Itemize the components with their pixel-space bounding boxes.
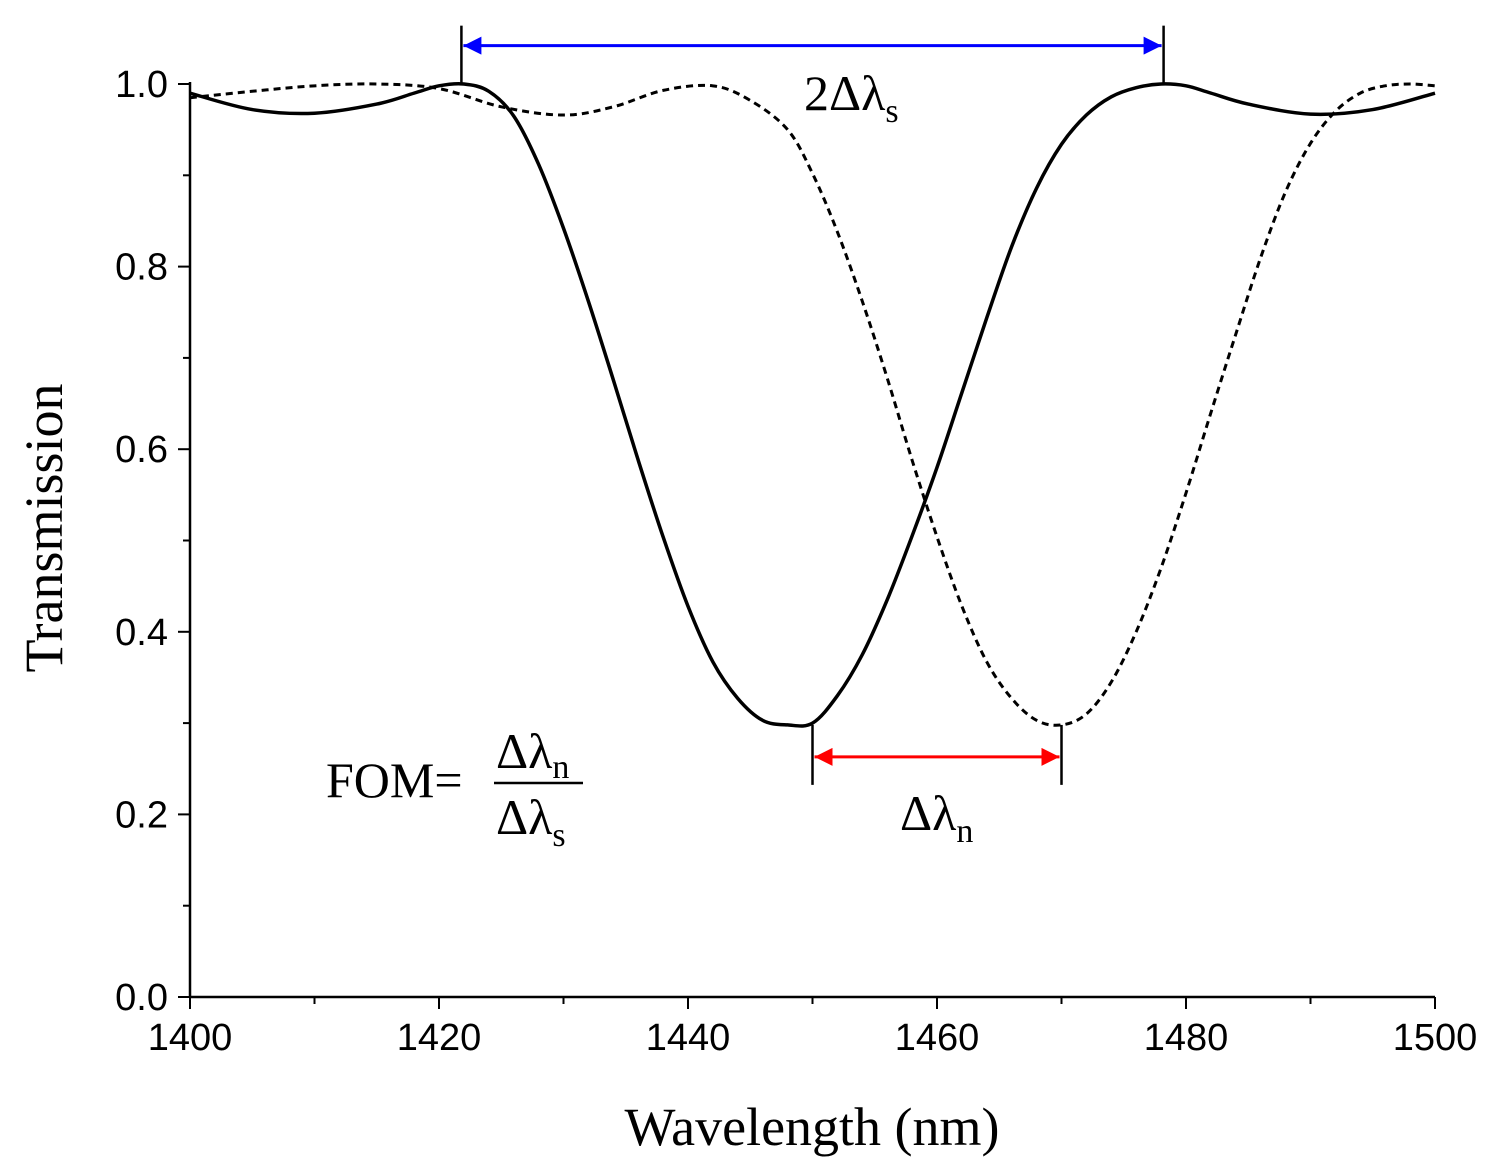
x-tick-label: 1480 (1144, 1017, 1229, 1059)
arrow-layer (460, 25, 1165, 785)
annotation-2-delta-lambda-s-main: 2Δλ (804, 65, 885, 121)
x-tick-label: 1460 (895, 1017, 980, 1059)
fom-numerator-main: Δλ (496, 723, 552, 779)
y-axis-title: Transmission (14, 383, 74, 672)
series-layer (189, 81, 1436, 728)
annotation-delta-lambda-n-main: Δλ (900, 785, 956, 841)
x-tick-label: 1500 (1393, 1017, 1478, 1059)
y-axis-ticks: 0.0 0.2 0.4 0.6 0.8 1.0 (115, 64, 190, 1019)
y-tick-label: 1.0 (115, 64, 168, 106)
annotation-delta-lambda-n: Δλn (900, 785, 973, 850)
fom-denominator-sub: s (552, 817, 565, 854)
annotation-2-delta-lambda-s-sub: s (885, 93, 898, 130)
fom-numerator-sub: n (552, 749, 569, 786)
fom-prefix: FOM= (326, 752, 463, 808)
x-axis-ticks: 1400 1420 1440 1460 1480 1500 (148, 997, 1478, 1059)
plot-frame (188, 82, 1435, 999)
x-tick-label: 1440 (646, 1017, 731, 1059)
x-tick-label: 1420 (397, 1017, 482, 1059)
x-tick-label: 1400 (148, 1017, 233, 1059)
fom-denominator-main: Δλ (496, 789, 552, 845)
series-line-solid (189, 81, 1436, 728)
fom-numerator: Δλn (496, 723, 569, 786)
annotation-2-delta-lambda-s: 2Δλs (804, 65, 899, 130)
y-tick-label: 0.2 (115, 794, 168, 836)
y-tick-label: 0.4 (115, 612, 168, 654)
y-tick-label: 0.8 (115, 247, 168, 289)
x-axis-title: Wavelength (nm) (624, 1097, 999, 1157)
fom-denominator: Δλs (496, 789, 566, 854)
series-line-dashed (189, 82, 1436, 727)
fom-formula: FOM= Δλn Δλs (326, 723, 583, 854)
y-tick-label: 0.6 (115, 429, 168, 471)
y-tick-label: 0.0 (115, 977, 168, 1019)
annotation-delta-lambda-n-sub: n (956, 813, 973, 850)
